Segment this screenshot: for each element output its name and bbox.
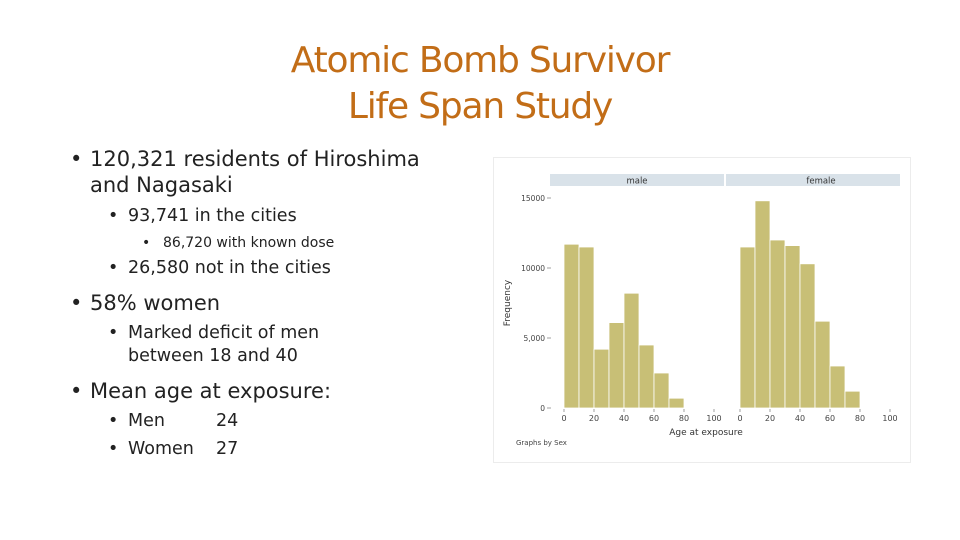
- bullet-dot: •: [108, 258, 119, 278]
- bullet-men-value: 24: [216, 411, 239, 431]
- histogram-bar-female-2: [769, 239, 786, 409]
- y-axis-label: Frequency: [503, 279, 513, 326]
- histogram-bar-male-1: [578, 246, 595, 409]
- histogram-bar-female-4: [799, 263, 816, 409]
- x-tick-label-female-80: 80: [855, 414, 865, 423]
- panel-strip-label-male: male: [626, 177, 647, 187]
- histogram-bar-male-0: [563, 243, 580, 409]
- bullet-men-label: Men: [128, 411, 165, 431]
- histogram-bar-male-4: [623, 292, 640, 409]
- histogram-bar-male-3: [608, 322, 625, 409]
- slide-title-line1: Atomic Bomb Survivor: [290, 40, 671, 81]
- bullet-dot: •: [108, 439, 119, 459]
- x-tick-label-female-40: 40: [795, 414, 805, 423]
- x-tick-label-female-60: 60: [825, 414, 835, 423]
- x-tick-label-male-0: 0: [561, 414, 566, 423]
- bullet-dot: •: [70, 291, 83, 315]
- bullet-residents-line2: and Nagasaki: [90, 173, 233, 197]
- bullet-women-label: Women: [128, 439, 194, 459]
- bullet-dot: •: [108, 206, 119, 226]
- x-tick-label-female-0: 0: [737, 414, 742, 423]
- histogram-bar-male-6: [653, 372, 670, 409]
- x-tick-label-male-20: 20: [589, 414, 599, 423]
- bullet-women-value: 27: [216, 439, 239, 459]
- x-tick-label-male-80: 80: [679, 414, 689, 423]
- x-axis-label: Age at exposure: [669, 428, 743, 438]
- slide-title-line2: Life Span Study: [347, 86, 613, 127]
- histogram-bar-male-7: [668, 397, 685, 409]
- bullet-dot: •: [142, 235, 151, 251]
- bullet-list: • 120,321 residents of Hiroshima and Nag…: [70, 147, 420, 459]
- bullet-not-in-cities: 26,580 not in the cities: [128, 258, 331, 278]
- x-tick-label-female-100: 100: [882, 414, 897, 423]
- histogram-bar-female-5: [814, 320, 831, 409]
- bullet-residents-line1: 120,321 residents of Hiroshima: [90, 147, 420, 171]
- panel-strip-male: [550, 174, 724, 186]
- histogram-bar-male-5: [638, 344, 655, 409]
- x-tick-label-male-60: 60: [649, 414, 659, 423]
- y-tick-label-5000: 5,000: [524, 334, 546, 343]
- histogram-svg: male 0 20 40 60 80 100 female 0 20 40 60 80 100 0 5,000…: [503, 174, 900, 447]
- x-tick-label-female-20: 20: [765, 414, 775, 423]
- bullet-dot: •: [108, 323, 119, 343]
- bullet-dot: •: [108, 411, 119, 431]
- bullet-deficit-line2: between 18 and 40: [128, 346, 298, 366]
- slide-title: Atomic Bomb Survivor Life Span Study: [0, 38, 960, 130]
- histogram-bar-female-3: [784, 245, 801, 409]
- histogram-chart: male 0 20 40 60 80 100 female 0 20 40 60 80 100 0 5,000…: [494, 158, 910, 462]
- bullet-mean-age: Mean age at exposure:: [90, 379, 332, 403]
- x-tick-label-male-40: 40: [619, 414, 629, 423]
- histogram-bar-female-0: [739, 246, 756, 409]
- histogram-bar-female-6: [829, 365, 846, 409]
- y-tick-label-10000: 10000: [521, 264, 545, 273]
- y-tick-label-0: 0: [540, 404, 545, 413]
- bullet-dot: •: [70, 379, 83, 403]
- histogram-bar-male-2: [593, 348, 610, 409]
- bullet-deficit-line1: Marked deficit of men: [128, 323, 320, 343]
- bullet-dot: •: [70, 147, 83, 171]
- x-tick-label-male-100: 100: [706, 414, 721, 423]
- bullet-women: 58% women: [90, 291, 221, 315]
- histogram-bar-female-1: [754, 200, 771, 409]
- bullet-known-dose: 86,720 with known dose: [163, 235, 335, 251]
- chart-note: Graphs by Sex: [516, 439, 567, 447]
- panel-strip-female: [726, 174, 900, 186]
- y-tick-label-15000: 15000: [521, 194, 545, 203]
- histogram-bar-female-7: [844, 390, 861, 409]
- bullet-in-cities: 93,741 in the cities: [128, 206, 297, 226]
- panel-strip-label-female: female: [806, 177, 835, 187]
